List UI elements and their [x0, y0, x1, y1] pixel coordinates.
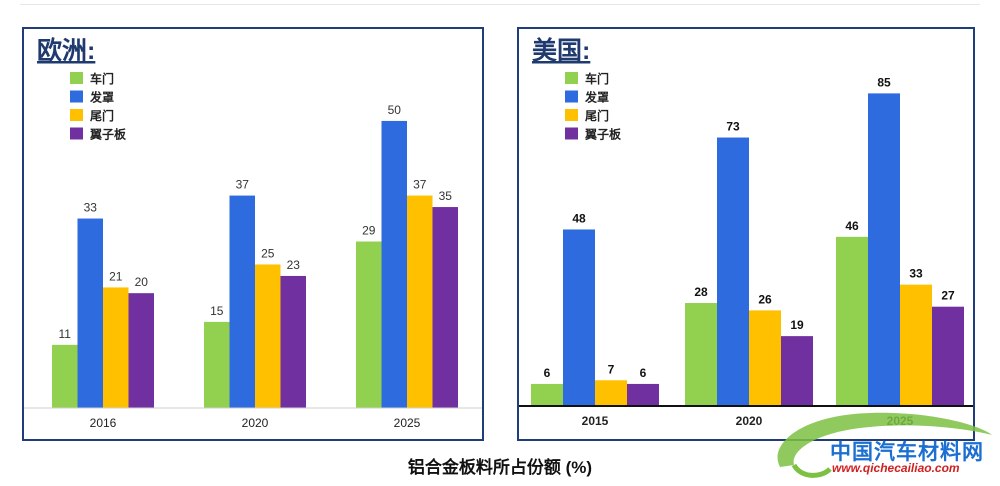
eu-data-label-2016-3: 20: [135, 275, 149, 289]
us-bar-2025-0: [836, 236, 868, 406]
eu-legend-label-3: 翼子板: [89, 127, 127, 142]
us-bar-2020-1: [717, 137, 749, 406]
us-bar-2015-3: [627, 383, 659, 406]
eu-data-label-2020-3: 23: [287, 258, 301, 272]
us-bar-2025-1: [868, 93, 900, 406]
eu-bar-2025-2: [407, 195, 433, 408]
eu-bar-2025-0: [356, 241, 382, 408]
eu-chart-title: 欧洲:: [37, 36, 95, 65]
eu-tick-label-2016: 2016: [90, 416, 117, 430]
eu-legend-label-2: 尾门: [90, 108, 114, 123]
watermark-logo-icon: [777, 412, 992, 478]
us-legend-label-3: 翼子板: [584, 127, 622, 142]
eu-data-label-2016-2: 21: [109, 269, 123, 283]
us-bar-2020-3: [781, 336, 813, 406]
eu-data-label-2025-3: 35: [439, 189, 453, 203]
us-bar-2025-2: [900, 284, 932, 406]
eu-legend-label-0: 车门: [90, 71, 114, 86]
eu-bar-2016-3: [128, 293, 154, 408]
watermark-name: 中国汽车材料网: [830, 441, 984, 464]
eu-data-label-2020-0: 15: [210, 304, 224, 318]
us-tick-label-2020: 2020: [736, 414, 763, 428]
us-legend-label-0: 车门: [585, 71, 609, 86]
us-tick-label-2015: 2015: [582, 414, 609, 428]
watermark-url: www.qichecailiao.com: [832, 461, 960, 475]
eu-bar-2016-1: [77, 218, 103, 408]
eu-legend-swatch-0: [70, 72, 83, 84]
us-legend-swatch-3: [565, 127, 578, 140]
eu-bar-2020-0: [204, 321, 230, 408]
us-bar-2020-2: [749, 310, 781, 406]
us-data-label-2025-3: 27: [941, 289, 955, 303]
us-data-label-2015-2: 7: [608, 362, 615, 376]
us-bar-2020-0: [685, 303, 717, 406]
us-data-label-2020-0: 28: [694, 285, 708, 299]
eu-data-label-2025-1: 50: [388, 103, 402, 117]
us-data-label-2020-1: 73: [726, 120, 740, 134]
us-legend-swatch-2: [565, 109, 578, 121]
us-bar-2015-2: [595, 380, 627, 406]
us-data-label-2025-2: 33: [909, 267, 923, 281]
us-data-label-2020-2: 26: [758, 292, 772, 306]
us-bar-2025-3: [932, 306, 964, 406]
us-legend-swatch-1: [565, 90, 578, 103]
europe-chart-panel: 欧洲: 车门发罩尾门翼子板 11 33 21 20 2016 15 37 25 23 2020 29 50…: [22, 27, 484, 441]
us-legend-swatch-0: [565, 72, 578, 84]
eu-data-label-2025-0: 29: [362, 224, 376, 238]
eu-tick-label-2025: 2025: [394, 416, 421, 430]
eu-bar-2025-3: [432, 207, 458, 408]
us-data-label-2025-0: 46: [845, 219, 859, 233]
us-data-label-2025-1: 85: [877, 75, 891, 89]
us-data-label-2020-3: 19: [790, 318, 804, 332]
eu-data-label-2016-1: 33: [84, 201, 98, 215]
eu-bar-2020-2: [255, 264, 281, 408]
us-data-label-2015-3: 6: [640, 366, 647, 380]
eu-data-label-2020-1: 37: [236, 178, 250, 192]
eu-legend-swatch-1: [70, 90, 83, 103]
eu-bar-2016-0: [52, 344, 78, 408]
eu-data-label-2016-0: 11: [59, 327, 72, 341]
us-bar-2015-0: [531, 383, 563, 406]
top-divider: [20, 4, 980, 5]
us-legend-label-1: 发罩: [584, 90, 609, 105]
eu-data-label-2025-2: 37: [413, 178, 427, 192]
chart-caption: 铝合金板料所占份额 (%): [407, 458, 593, 477]
usa-chart-panel: 美国: 车门发罩尾门翼子板 6 48 7 6 2015 28 73 26 19 2020 46 85 33 2…: [517, 27, 975, 441]
eu-legend-swatch-3: [70, 127, 83, 140]
eu-legend-swatch-2: [70, 109, 83, 121]
eu-legend-label-1: 发罩: [89, 90, 114, 105]
eu-data-label-2020-2: 25: [261, 246, 275, 260]
us-chart-title: 美国:: [532, 36, 590, 65]
us-data-label-2015-1: 48: [572, 211, 586, 225]
us-bar-2015-1: [563, 229, 595, 406]
eu-bar-2020-3: [280, 275, 306, 408]
eu-bar-2025-1: [381, 120, 407, 409]
eu-tick-label-2020: 2020: [242, 416, 269, 430]
us-data-label-2015-0: 6: [544, 366, 551, 380]
eu-bar-2020-1: [229, 195, 255, 408]
eu-bar-2016-2: [103, 287, 129, 408]
us-legend-label-2: 尾门: [585, 108, 609, 123]
